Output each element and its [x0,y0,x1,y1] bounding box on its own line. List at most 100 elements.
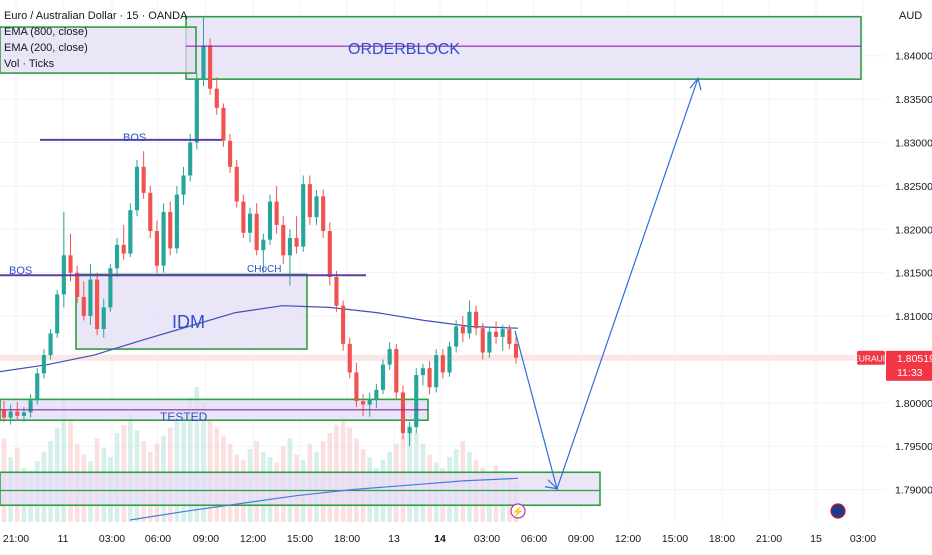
volume-bar [207,419,213,522]
candle-body [341,305,346,344]
candle-body [41,355,46,374]
candle-body [128,210,133,254]
candle-body [361,401,366,405]
price-badge: EURAUD 1.80519 11:33 [853,350,932,381]
candle-body [287,237,292,256]
candle-body [493,331,499,337]
candle-body [380,364,386,390]
candle-body [474,311,479,329]
projection-arrowhead [689,76,702,91]
indicator-ema-800[interactable]: EMA (800, close) [4,26,88,38]
projection-arrow [514,76,702,491]
candle-body [161,211,166,266]
indicator-ema-200[interactable]: EMA (200, close) [4,42,88,54]
price-tick-label: 1.84000 [895,51,932,63]
candle-body [201,45,206,81]
annotations: ORDERBLOCK BOS BOS IDM CHoCH TESTED [9,41,460,424]
time-tick-label: 18:00 [334,533,360,545]
lightning-icon [510,503,526,519]
candle-body [134,166,140,211]
candle-body [81,296,86,317]
price-tick-label: 1.80000 [895,398,932,410]
projection-mid-arrowhead [544,479,559,490]
candle-body [294,237,299,247]
flag-icon [830,503,846,519]
candle-body [15,411,20,416]
candle-body [208,45,213,89]
zone-lower-demand [0,471,601,507]
candle-body [321,196,326,232]
time-tick-label: 11 [58,533,69,545]
levels [0,45,861,411]
time-tick-label: 15 [810,533,822,545]
candle-body [8,411,13,418]
time-tick-label: 06:00 [145,533,171,545]
candle-body [141,166,146,193]
candle-body [480,328,485,353]
candle-body [55,294,60,334]
zone-left-upper [0,26,197,74]
candle-body [354,372,359,402]
annotation-label-bos: BOS [123,132,146,144]
candle-body [234,166,239,202]
price-tick-label: 1.81000 [895,311,932,323]
time-tick-label: 21:00 [3,533,29,545]
annotation-label-choch: CHoCH [247,264,281,275]
price-axis[interactable]: 1.84000 1.83500 1.83000 1.82500 1.82000 1.815… [885,0,932,550]
candle-body [467,311,472,334]
candle-body [148,192,153,232]
indicator-volume[interactable]: Vol · Ticks [4,58,55,70]
candle-body [307,184,312,218]
candle-body [367,399,372,405]
candle-body [75,272,80,297]
candle-body [241,201,246,233]
time-tick-label: 06:00 [521,533,547,545]
candle-body [101,307,106,330]
time-tick-label: 15:00 [287,533,313,545]
time-tick-label: 13 [388,533,400,545]
currency-label: AUD [899,10,923,22]
candle-body [114,244,120,269]
candle-body [121,244,126,254]
price-tick-label: 1.83500 [895,94,932,106]
annotation-label-bos: BOS [9,265,32,277]
volume-bar [194,387,200,522]
candle-body [28,400,33,413]
candle-body [267,201,273,240]
time-axis[interactable]: 21:00 11 03:00 06:00 09:00 12:00 15:00 18:00 13 1… [0,503,932,550]
candle-body [154,231,159,266]
candle-body [387,349,392,365]
volume-bar [174,419,180,522]
time-axis-bg [0,522,932,550]
time-tick-label: 03:00 [99,533,125,545]
volume-bar [181,408,186,522]
price-badge-countdown: 11:33 [897,367,923,379]
volume-bar [187,397,193,522]
price-tick-label: 1.83000 [895,138,932,150]
candle-body [188,142,193,176]
price-tick-label: 1.82000 [895,224,932,236]
candle-body [301,184,306,247]
candle-body [434,355,439,388]
candle-body [420,368,425,376]
candle-body [507,329,512,344]
zone-idm [75,273,308,350]
chart-title[interactable]: Euro / Australian Dollar · 15 · OANDA [4,10,188,22]
candle-body [334,277,339,306]
lightning-glyph: ⚡ [512,505,524,518]
candle-body [261,239,266,251]
candle-body [460,326,465,334]
candle-body [228,140,233,167]
price-tick-label: 1.81500 [895,268,932,280]
candle-body [168,211,173,249]
time-tick-label: 15:00 [662,533,688,545]
chart-legend: Euro / Australian Dollar · 15 · OANDA EM… [4,8,187,72]
candle-body [374,389,379,400]
time-tick-label: 03:00 [850,533,876,545]
time-tick-label: 14 [434,533,446,545]
time-tick-label: 09:00 [193,533,219,545]
candle-body [400,392,406,434]
candle-body [181,175,186,195]
